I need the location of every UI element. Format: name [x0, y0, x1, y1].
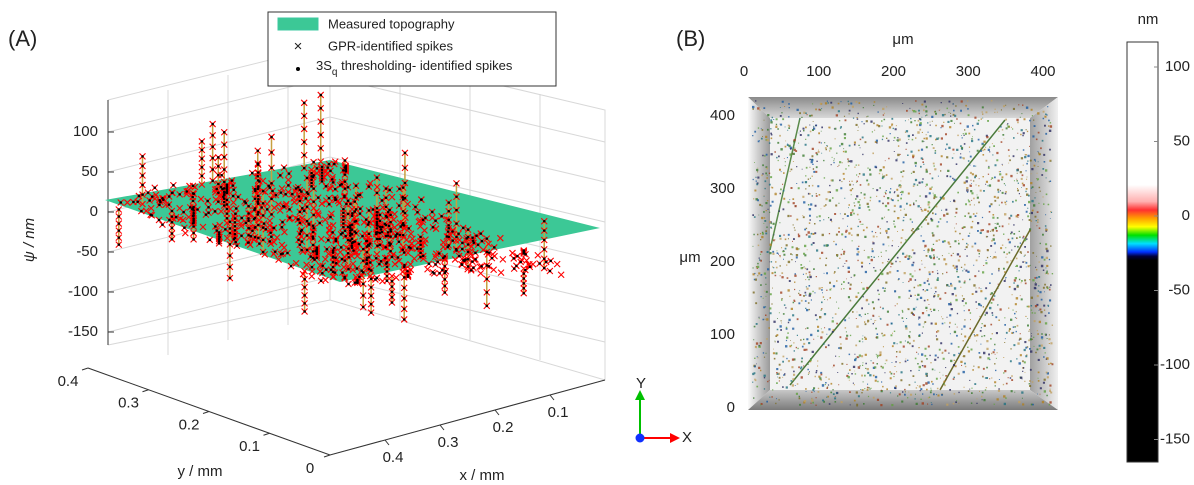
tick-mark — [263, 432, 270, 436]
z-tick-label: -50 — [76, 243, 98, 260]
legend-swatch — [296, 67, 300, 71]
wall — [1030, 97, 1058, 410]
axis-line — [87, 367, 606, 456]
left-tick-label: 300 — [710, 180, 735, 197]
top-tick-label: 200 — [881, 63, 906, 80]
left-tick-label: 0 — [727, 399, 735, 416]
colorbar-bar — [1126, 41, 1159, 463]
panel-label: (B) — [676, 26, 705, 51]
colorbar-tick-label: 100 — [1165, 58, 1190, 75]
specks — [752, 100, 1053, 406]
left-tick-label: 200 — [710, 253, 735, 270]
tick-mark — [81, 367, 89, 371]
colorbar-tick-label: -100 — [1160, 356, 1190, 373]
legend-swatch — [277, 17, 319, 31]
colorbar-tick-label: -50 — [1168, 281, 1190, 298]
y-tick-label: 0.2 — [179, 416, 200, 433]
z-tick-label: 50 — [81, 163, 98, 180]
z-tick-label: -100 — [68, 283, 98, 300]
z-tick-label: 0 — [90, 203, 98, 220]
triad-y: Y — [636, 375, 646, 392]
tick-mark — [323, 454, 331, 458]
legend-label-part: 3S — [316, 58, 332, 73]
top-tick-label: 400 — [1030, 63, 1055, 80]
legend-label-part: thresholding- identified spikes — [337, 58, 512, 73]
legend-label: 3Sq thresholding- identified spikes — [316, 58, 513, 78]
y-tick-label: 0.1 — [239, 438, 260, 455]
colorbar: nm 100 50 0 -50 -100 -150 — [1126, 11, 1190, 463]
x-axis-label: x / mm — [460, 467, 505, 484]
x-tick-label: 0.1 — [548, 404, 569, 421]
tick-mark — [142, 389, 149, 393]
legend-swatch: × — [294, 38, 303, 55]
left-tick-label: 400 — [710, 107, 735, 124]
x-tick-label: 0.3 — [438, 434, 459, 451]
triad-x: X — [682, 429, 692, 446]
tick-mark — [549, 394, 555, 401]
surface-floor — [770, 118, 1030, 390]
axis-triad: Y X — [635, 375, 692, 446]
y-tick-label: 0.4 — [58, 373, 79, 390]
top-tick-label: 300 — [956, 63, 981, 80]
legend-label: Measured topography — [328, 16, 455, 31]
colorbar-unit: nm — [1138, 11, 1159, 28]
wall — [748, 390, 1058, 410]
z-axis-label: ψ / nm — [21, 218, 38, 262]
wall — [748, 97, 770, 410]
legend-label: GPR-identified spikes — [328, 38, 453, 53]
legend-label-part: q — [332, 67, 338, 78]
colorbar-tick-label: 50 — [1173, 132, 1190, 149]
tick-mark — [439, 424, 445, 431]
colorbar-tick-label: -150 — [1160, 430, 1190, 447]
speck-layer — [752, 100, 1054, 407]
colorbar-tick-label: 0 — [1182, 207, 1190, 224]
wall — [748, 97, 1058, 118]
spike-layer — [115, 91, 565, 323]
panel-label: (A) — [8, 26, 37, 51]
panel-a: (A) ψ / nm y / mm x / mm 100 50 0 -50 -100 -1… — [8, 11, 606, 484]
left-axis-label: μm — [679, 249, 700, 266]
left-tick-label: 100 — [710, 326, 735, 343]
tick-mark — [494, 409, 500, 416]
y-tick-label: 0 — [306, 460, 314, 477]
threshold-marks — [117, 93, 553, 321]
z-tick-label: 100 — [73, 123, 98, 140]
top-tick-label: 0 — [740, 63, 748, 80]
x-tick-label: 0.4 — [383, 449, 404, 466]
x-tick-label: 0.2 — [493, 419, 514, 436]
y-tick-label: 0.3 — [118, 395, 139, 412]
top-tick-label: 100 — [806, 63, 831, 80]
panel-b: (B) μm μm Y X 0 100 200 300 400 400 300 200 100 0 — [635, 26, 1058, 446]
z-tick-label: -150 — [68, 323, 98, 340]
top-axis-label: μm — [892, 31, 913, 48]
tick-mark — [384, 439, 390, 446]
tick-mark — [202, 411, 210, 414]
y-axis-label: y / mm — [178, 463, 223, 480]
